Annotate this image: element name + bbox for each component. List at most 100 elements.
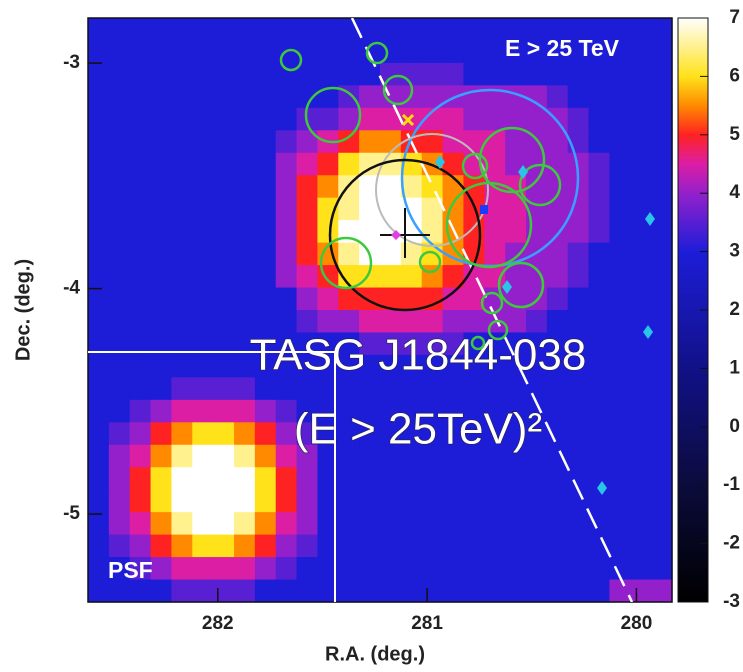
heat-cell <box>338 490 359 513</box>
heat-cell <box>255 175 276 198</box>
heat-cell <box>192 108 213 131</box>
heat-cell <box>505 220 526 243</box>
heat-cell <box>463 512 484 535</box>
heat-cell <box>88 467 109 490</box>
heat-cell <box>213 377 234 400</box>
heat-cell <box>255 580 276 603</box>
heat-cell <box>255 490 276 513</box>
heat-cell <box>651 557 672 580</box>
heat-cell <box>505 130 526 153</box>
heat-cell <box>463 467 484 490</box>
heat-cell <box>401 467 422 490</box>
heat-cell <box>109 85 130 108</box>
heat-cell <box>380 220 401 243</box>
heat-cell <box>297 490 318 513</box>
heat-cell <box>130 265 151 288</box>
heat-cell <box>234 243 255 266</box>
heat-cell <box>192 85 213 108</box>
heat-cell <box>130 243 151 266</box>
heat-cell <box>609 377 630 400</box>
colorbar-tick-label: 4 <box>729 182 740 203</box>
heat-cell <box>359 130 380 153</box>
heat-cell <box>589 490 610 513</box>
heat-cell <box>297 175 318 198</box>
heat-cell <box>547 108 568 131</box>
heat-cell <box>338 512 359 535</box>
heat-cell <box>484 220 505 243</box>
heat-cell <box>109 198 130 221</box>
heat-cell <box>192 355 213 378</box>
heat-cell <box>255 130 276 153</box>
heat-cell <box>547 153 568 176</box>
heat-cell <box>171 580 192 603</box>
heat-cell <box>234 580 255 603</box>
heat-cell <box>276 467 297 490</box>
heat-cell <box>422 490 443 513</box>
heat-cell <box>151 153 172 176</box>
heat-cell <box>547 535 568 558</box>
x-tick-label: 282 <box>202 613 234 634</box>
heat-cell <box>609 85 630 108</box>
heat-cell <box>359 557 380 580</box>
heat-cell <box>630 85 651 108</box>
heat-cell <box>213 580 234 603</box>
heat-cell <box>630 288 651 311</box>
heat-cell <box>88 40 109 63</box>
colorbar-tick-label: 3 <box>729 241 740 262</box>
heat-cell <box>255 445 276 468</box>
heat-cell <box>589 422 610 445</box>
heat-cell <box>213 18 234 41</box>
heat-cell <box>568 580 589 603</box>
heat-cell <box>234 512 255 535</box>
heat-cell <box>234 467 255 490</box>
heat-cell <box>463 85 484 108</box>
heat-cell <box>234 557 255 580</box>
heat-cell <box>109 108 130 131</box>
heat-cell <box>568 377 589 400</box>
heat-cell <box>255 400 276 423</box>
heat-cell <box>630 580 651 603</box>
heat-cell <box>234 400 255 423</box>
heat-cell <box>297 18 318 41</box>
heat-cell <box>88 175 109 198</box>
heat-cell <box>609 580 630 603</box>
colorbar-tick-label: 2 <box>729 299 740 320</box>
heat-cell <box>568 288 589 311</box>
heat-cell <box>359 310 380 333</box>
heat-cell <box>589 85 610 108</box>
heat-cell <box>568 243 589 266</box>
heat-cell <box>401 40 422 63</box>
heat-cell <box>130 130 151 153</box>
heat-cell <box>234 198 255 221</box>
heat-cell <box>276 535 297 558</box>
heat-cell <box>109 355 130 378</box>
heat-cell <box>401 557 422 580</box>
heat-cell <box>109 512 130 535</box>
heat-cell <box>88 580 109 603</box>
heat-cell <box>130 490 151 513</box>
heat-cell <box>297 310 318 333</box>
heat-cell <box>359 288 380 311</box>
heat-cell <box>526 63 547 86</box>
heat-cell <box>88 153 109 176</box>
heat-cell <box>192 467 213 490</box>
heat-cell <box>609 310 630 333</box>
heat-cell <box>589 288 610 311</box>
heat-cell <box>192 400 213 423</box>
heat-cell <box>130 63 151 86</box>
heat-cell <box>171 400 192 423</box>
heat-cell <box>255 310 276 333</box>
heat-cell <box>213 400 234 423</box>
heat-cell <box>651 108 672 131</box>
heat-cell <box>630 18 651 41</box>
heat-cell <box>213 445 234 468</box>
heat-cell <box>88 377 109 400</box>
heat-cell <box>630 445 651 468</box>
heat-cell <box>422 557 443 580</box>
heat-cell <box>463 490 484 513</box>
heat-cell <box>589 355 610 378</box>
heat-cell <box>547 400 568 423</box>
heat-cell <box>609 445 630 468</box>
heat-cell <box>609 400 630 423</box>
heat-cell <box>234 108 255 131</box>
